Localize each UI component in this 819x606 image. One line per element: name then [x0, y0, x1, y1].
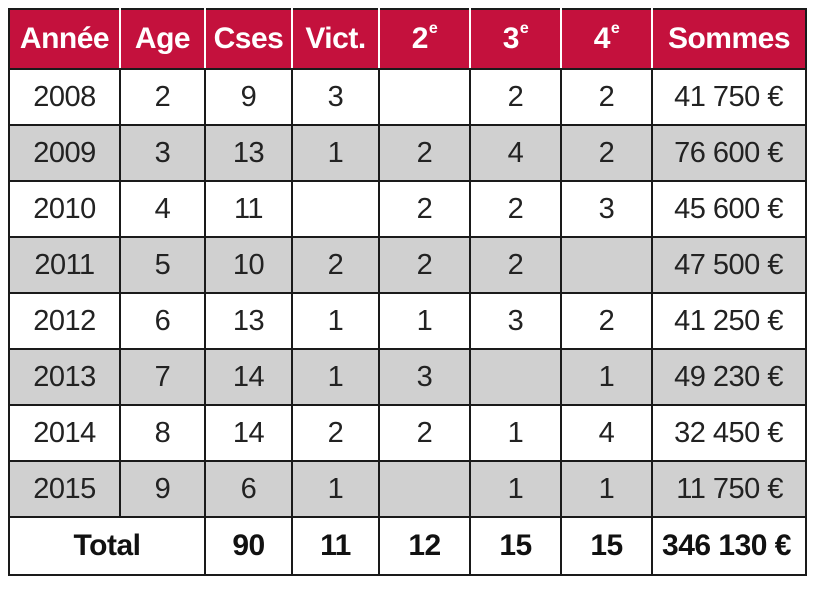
cell-year: 2012 — [9, 293, 121, 350]
cell-wins: 2 — [292, 237, 380, 294]
cell-races: 10 — [205, 237, 293, 294]
cell-third: 2 — [470, 237, 562, 294]
cell-third: 2 — [470, 181, 562, 238]
cell-fourth: 4 — [561, 405, 653, 462]
cell-second: 1 — [379, 293, 471, 350]
cell-age: 5 — [120, 237, 206, 294]
header-fourth: 4e — [561, 9, 653, 70]
cell-second: 3 — [379, 349, 471, 406]
cell-year: 2009 — [9, 125, 121, 182]
cell-third: 3 — [470, 293, 562, 350]
table-row: 2013 7 14 1 3 1 49 230 € — [9, 349, 806, 406]
cell-wins: 3 — [292, 69, 380, 126]
cell-wins: 1 — [292, 125, 380, 182]
table-row: 2011 5 10 2 2 2 47 500 € — [9, 237, 806, 294]
total-second: 12 — [379, 517, 471, 575]
cell-age: 8 — [120, 405, 206, 462]
cell-fourth: 2 — [561, 69, 653, 126]
cell-second: 2 — [379, 181, 471, 238]
cell-second: 2 — [379, 237, 471, 294]
cell-year: 2008 — [9, 69, 121, 126]
cell-fourth: 2 — [561, 293, 653, 350]
header-fourth-sup: e — [610, 20, 620, 37]
header-races: Cses — [205, 9, 293, 70]
cell-third: 2 — [470, 69, 562, 126]
cell-sum: 11 750 € — [652, 461, 806, 518]
cell-sum: 76 600 € — [652, 125, 806, 182]
cell-second — [379, 461, 471, 518]
cell-fourth: 3 — [561, 181, 653, 238]
cell-third: 1 — [470, 461, 562, 518]
cell-second — [379, 69, 471, 126]
cell-age: 9 — [120, 461, 206, 518]
cell-age: 6 — [120, 293, 206, 350]
cell-age: 7 — [120, 349, 206, 406]
header-sums: Sommes — [652, 9, 806, 70]
cell-fourth — [561, 237, 653, 294]
total-label: Total — [9, 517, 206, 575]
cell-year: 2015 — [9, 461, 121, 518]
cell-third: 4 — [470, 125, 562, 182]
cell-age: 4 — [120, 181, 206, 238]
header-third-num: 3 — [502, 22, 520, 55]
total-wins: 11 — [292, 517, 380, 575]
table-row: 2014 8 14 2 2 1 4 32 450 € — [9, 405, 806, 462]
cell-age: 3 — [120, 125, 206, 182]
table-row: 2010 4 11 2 2 3 45 600 € — [9, 181, 806, 238]
header-second-sup: e — [428, 20, 438, 37]
cell-sum: 41 250 € — [652, 293, 806, 350]
cell-year: 2013 — [9, 349, 121, 406]
header-second-num: 2 — [411, 22, 429, 55]
header-age: Age — [120, 9, 206, 70]
cell-races: 13 — [205, 125, 293, 182]
cell-races: 9 — [205, 69, 293, 126]
total-sum: 346 130 € — [652, 517, 806, 575]
header-year: Année — [9, 9, 121, 70]
cell-fourth: 1 — [561, 461, 653, 518]
cell-races: 11 — [205, 181, 293, 238]
cell-races: 6 — [205, 461, 293, 518]
cell-wins — [292, 181, 380, 238]
cell-second: 2 — [379, 125, 471, 182]
cell-third — [470, 349, 562, 406]
total-fourth: 15 — [561, 517, 653, 575]
total-races: 90 — [205, 517, 293, 575]
cell-wins: 1 — [292, 349, 380, 406]
results-table: Année Age Cses Vict. 2e 3e 4e Sommes 200… — [8, 8, 807, 576]
cell-races: 14 — [205, 405, 293, 462]
cell-sum: 32 450 € — [652, 405, 806, 462]
cell-fourth: 2 — [561, 125, 653, 182]
cell-year: 2010 — [9, 181, 121, 238]
header-third: 3e — [470, 9, 562, 70]
cell-wins: 1 — [292, 293, 380, 350]
table-row: 2012 6 13 1 1 3 2 41 250 € — [9, 293, 806, 350]
table-row: 2015 9 6 1 1 1 11 750 € — [9, 461, 806, 518]
cell-third: 1 — [470, 405, 562, 462]
header-wins: Vict. — [292, 9, 380, 70]
table-row: 2009 3 13 1 2 4 2 76 600 € — [9, 125, 806, 182]
cell-sum: 41 750 € — [652, 69, 806, 126]
total-row: Total 90 11 12 15 15 346 130 € — [9, 517, 806, 575]
cell-sum: 47 500 € — [652, 237, 806, 294]
header-second: 2e — [379, 9, 471, 70]
cell-year: 2011 — [9, 237, 121, 294]
header-fourth-num: 4 — [593, 22, 611, 55]
table-row: 2008 2 9 3 2 2 41 750 € — [9, 69, 806, 126]
header-third-sup: e — [519, 20, 529, 37]
header-row: Année Age Cses Vict. 2e 3e 4e Sommes — [9, 9, 806, 70]
cell-age: 2 — [120, 69, 206, 126]
cell-fourth: 1 — [561, 349, 653, 406]
cell-sum: 49 230 € — [652, 349, 806, 406]
cell-year: 2014 — [9, 405, 121, 462]
cell-races: 14 — [205, 349, 293, 406]
cell-second: 2 — [379, 405, 471, 462]
cell-wins: 1 — [292, 461, 380, 518]
cell-sum: 45 600 € — [652, 181, 806, 238]
total-third: 15 — [470, 517, 562, 575]
cell-races: 13 — [205, 293, 293, 350]
cell-wins: 2 — [292, 405, 380, 462]
